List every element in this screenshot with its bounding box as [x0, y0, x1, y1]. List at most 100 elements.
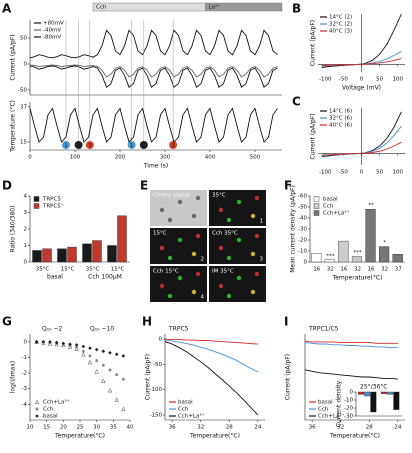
- x-tick-label: 32: [337, 425, 344, 431]
- x-tick-label: -50: [339, 170, 348, 176]
- cell: [236, 237, 242, 243]
- y-tick-label: 15: [20, 140, 27, 146]
- cell: [250, 289, 256, 295]
- x-tick-label: 32: [354, 267, 361, 273]
- y-tick-label: 2: [24, 227, 28, 233]
- point: [87, 359, 93, 365]
- bar: [338, 240, 349, 263]
- treatment-bar: [92, 2, 206, 12]
- cell: [218, 207, 224, 213]
- y-axis-label: Current (pA/pF): [285, 354, 292, 400]
- y-tick-label: -10: [344, 398, 353, 404]
- point: [75, 345, 79, 349]
- panel-letter: C: [292, 95, 301, 109]
- y-axis-label: Current (pA/pF): [10, 34, 17, 80]
- time-marker-label: 2: [142, 143, 146, 149]
- y-tick-label: 50: [20, 36, 27, 42]
- x-tick-label: 0: [28, 155, 32, 161]
- time-marker-label: 1: [130, 143, 134, 149]
- point: [88, 346, 92, 350]
- bar: [67, 246, 77, 263]
- x-tick-label: 15: [43, 425, 50, 431]
- point: [48, 340, 52, 344]
- time-marker: [74, 141, 83, 149]
- series-line: [304, 342, 398, 349]
- cell: [254, 195, 260, 201]
- legend-label: basal: [323, 197, 338, 203]
- point: [81, 344, 86, 349]
- cell: [177, 237, 183, 243]
- x-tick-label: 300: [160, 155, 171, 161]
- point: [94, 347, 99, 352]
- x-tick-label: -100: [319, 77, 332, 83]
- x-tick-label: 500: [250, 155, 261, 161]
- legend-label: 14°C (2): [329, 15, 352, 21]
- time-marker-label: 3: [171, 143, 175, 149]
- y-tick-label: 4: [24, 194, 28, 200]
- chart-title: TRPC5: [168, 326, 189, 333]
- legend-label: Cch: [318, 407, 329, 413]
- cell: [226, 293, 232, 299]
- significance: ***: [353, 250, 362, 256]
- point: [68, 342, 72, 346]
- x-tick-label: 35°C: [36, 267, 50, 273]
- panel-letter: A: [2, 2, 12, 16]
- x-tick-label: 24: [254, 425, 261, 431]
- cell: [159, 245, 165, 251]
- x-tick-label: 24: [394, 425, 401, 431]
- bar: [364, 391, 371, 397]
- x-tick-label: 25: [77, 425, 84, 431]
- tile-label: Cch 15°C: [153, 269, 179, 275]
- y-axis-label: Mean current density (pA/pF): [290, 185, 297, 273]
- series-line: [29, 65, 278, 88]
- chart-title: 25°/36°C: [360, 384, 387, 391]
- x-tick-label: 28: [366, 425, 373, 431]
- series-line: [164, 341, 259, 416]
- cell: [218, 283, 224, 289]
- y-axis-label: Current (pA/pF): [310, 20, 317, 66]
- legend-label: Cch: [43, 407, 54, 413]
- time-marker: [85, 141, 94, 149]
- point: [115, 373, 119, 377]
- point: [81, 351, 86, 357]
- point: [101, 363, 105, 367]
- y-tick-label: -10: [298, 249, 307, 255]
- series-line: [29, 64, 278, 78]
- x-axis-label: Temperature(°C): [189, 433, 240, 440]
- cell: [218, 245, 224, 251]
- point: [94, 369, 99, 374]
- x-tick-label: 16: [313, 267, 320, 273]
- y-tick-label: 0: [350, 390, 354, 396]
- bar: [387, 391, 394, 395]
- bar: [117, 215, 127, 263]
- y-axis-label: Ratio (340/380): [10, 206, 17, 253]
- bar: [32, 250, 42, 263]
- cell: [195, 271, 201, 277]
- bar-label: 3: [85, 256, 89, 262]
- x-tick-label: 16: [340, 267, 347, 273]
- x-tick-label: 32: [381, 267, 388, 273]
- point: [41, 340, 46, 344]
- x-tick-label: 400: [205, 155, 216, 161]
- series-line: [29, 29, 278, 59]
- legend-swatch: [313, 203, 320, 209]
- time-marker: [62, 141, 70, 149]
- y-tick-label: 37: [20, 104, 27, 110]
- y-tick-label: 0: [159, 337, 163, 343]
- x-tick-label: 0: [360, 77, 364, 83]
- significance: ***: [326, 253, 335, 259]
- point: [114, 397, 119, 402]
- y-tick-label: -100: [150, 387, 163, 393]
- cell: [195, 233, 201, 239]
- time-marker-label: 3: [88, 143, 92, 149]
- y-tick-label: -20: [298, 238, 307, 244]
- x-tick-label: 50: [376, 170, 383, 176]
- x-tick-label: 35°C: [86, 267, 100, 273]
- legend-label: -40mV: [43, 28, 61, 34]
- x-axis-label: Temperature(°C): [54, 433, 105, 440]
- legend-label: 32°C (6): [329, 116, 352, 122]
- cell: [167, 255, 173, 261]
- x-tick-label: 32: [327, 267, 334, 273]
- bar: [365, 208, 376, 263]
